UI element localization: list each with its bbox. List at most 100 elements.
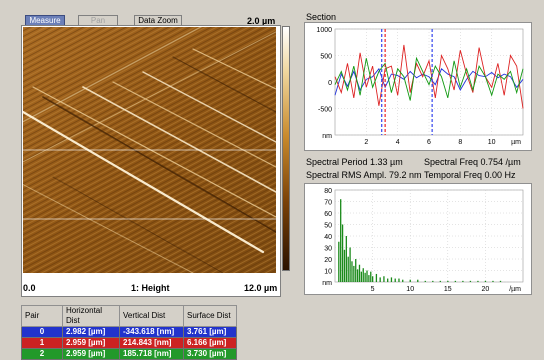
spectrum-bar (343, 249, 346, 282)
spectrum-bar (351, 261, 353, 282)
temporal-freq-text: Temporal Freq 0.00 Hz (424, 170, 516, 180)
x-tick-label: 20 (482, 286, 490, 293)
spectrum-bar (345, 236, 347, 282)
spectrum-bar (368, 275, 370, 282)
y-tick-label: 20 (324, 257, 332, 264)
cell-horizontal: 2.959 [µm] (62, 337, 120, 349)
spectrum-bar (417, 279, 419, 282)
y-tick-label: 40 (324, 234, 332, 241)
profile-series-2 (334, 56, 524, 101)
col-header-pair[interactable]: Pair (21, 305, 63, 327)
spectral-period-text: Spectral Period 1.33 µm (306, 157, 403, 167)
height-color-scale (282, 26, 290, 271)
x-tick-label: 10 (406, 286, 414, 293)
table-row[interactable]: 1 2.959 [µm] 214.843 [nm] 6.166 [µm] (21, 337, 237, 349)
spectrum-bar (398, 278, 400, 282)
spectrum-bar (372, 276, 374, 282)
cell-pair: 0 (21, 326, 63, 338)
spectrum-bar (469, 280, 472, 282)
spectrum-bar (387, 278, 389, 282)
spectrum-chart[interactable]: 80 70 60 50 40 30 20 10 nm 5 10 15 20/µm (305, 184, 531, 294)
x-tick-label: 4 (396, 139, 400, 146)
cell-horizontal: 2.982 [µm] (62, 326, 120, 338)
spectrum-chart-panel: 80 70 60 50 40 30 20 10 nm 5 10 15 20/µm (304, 183, 532, 295)
spectrum-bar (447, 280, 449, 282)
y-tick-label: nm (322, 133, 332, 140)
section-chart-panel: 1000 500 0 -500 nm 2 4 6 8 10 µm (304, 22, 532, 151)
y-tick-label: 80 (324, 188, 332, 195)
y-tick-label: 50 (324, 223, 332, 230)
table-row[interactable]: 2 2.959 [µm] 185.718 [nm] 3.730 [µm] (21, 348, 237, 360)
profile-series-0 (334, 67, 524, 96)
terrace-steps (23, 27, 276, 273)
spectral-rms-text: Spectral RMS Ampl. 79.2 nm (306, 170, 422, 180)
x-tick-label: 15 (444, 286, 452, 293)
y-tick-label: 60 (324, 211, 332, 218)
spectrum-bar (366, 270, 368, 282)
spectrum-bar (355, 259, 357, 282)
spectrum-bar (409, 279, 411, 282)
spectrum-bar (432, 280, 434, 282)
spectrum-bar (347, 256, 349, 282)
cell-vertical: 214.843 [nm] (119, 337, 184, 349)
spectrum-bar (338, 241, 340, 282)
spectrum-bar (349, 247, 351, 282)
x-start-label: 0.0 (23, 283, 36, 293)
spectrum-bar (375, 273, 378, 282)
x-tick-label: 10 (488, 139, 496, 146)
spectrum-bar (462, 280, 464, 282)
col-header-vertical-dist[interactable]: Vertical Dist (119, 305, 184, 327)
profile-series-1 (334, 44, 524, 109)
y-tick-label: 0 (328, 80, 332, 87)
spectrum-bar (379, 277, 381, 282)
x-axis-unit: /µm (509, 286, 521, 293)
spectrum-bar (341, 224, 344, 282)
x-tick-label: 6 (427, 139, 431, 146)
measurement-table-area: Pair Horizontal Dist Vertical Dist Surfa… (21, 305, 521, 360)
spectrum-bar (358, 264, 361, 282)
x-tick-label: 2 (364, 139, 368, 146)
spectrum-bar (484, 280, 487, 282)
spectrum-bar (364, 272, 366, 282)
section-profile-chart[interactable]: 1000 500 0 -500 nm 2 4 6 8 10 µm (305, 23, 531, 150)
spectrum-bar (353, 265, 355, 282)
x-tick-label: 8 (458, 139, 462, 146)
col-header-horizontal-dist[interactable]: Horizontal Dist (62, 305, 120, 327)
spectrum-bar (492, 280, 494, 282)
cell-surface: 6.166 [µm] (183, 337, 237, 349)
cell-pair: 1 (21, 337, 63, 349)
scale-max-label: 2.0 µm (247, 16, 276, 26)
y-tick-label: 30 (324, 246, 332, 253)
section-title: Section (306, 12, 337, 22)
col-header-surface-dist[interactable]: Surface Dist (183, 305, 237, 327)
spectrum-bar (477, 280, 479, 282)
y-tick-label: 70 (324, 200, 332, 207)
y-tick-label: nm (322, 280, 332, 287)
x-tick-label: 5 (371, 286, 375, 293)
spectrum-bar (454, 280, 457, 282)
cell-surface: 3.761 [µm] (183, 326, 237, 338)
spectrum-bar (370, 271, 372, 282)
spectrum-bar (439, 280, 441, 282)
spectrum-bar (383, 276, 385, 282)
y-tick-label: 10 (324, 269, 332, 276)
y-tick-label: 1000 (316, 27, 332, 34)
spectrum-bar (356, 269, 359, 282)
spectrum-bar (394, 278, 396, 282)
table-row[interactable]: 0 2.982 [µm] -343.618 [nm] 3.761 [µm] (21, 326, 237, 338)
measurement-table: Pair Horizontal Dist Vertical Dist Surfa… (21, 305, 237, 360)
spectrum-bar (360, 271, 363, 282)
y-tick-label: -500 (318, 107, 332, 114)
spectrum-bar (402, 279, 404, 282)
spectrum-bar (390, 277, 393, 282)
spectrum-bar (340, 199, 342, 282)
cell-vertical: -343.618 [nm] (119, 326, 184, 338)
spectrum-bar (499, 280, 502, 282)
spectrum-bar (424, 280, 426, 282)
y-tick-label: 500 (320, 54, 332, 61)
afm-height-image[interactable] (23, 27, 276, 273)
x-axis-unit: µm (511, 139, 521, 146)
spectral-freq-text: Spectral Freq 0.754 /µm (424, 157, 521, 167)
x-end-label: 12.0 µm (244, 283, 278, 293)
spectrum-bar (362, 268, 364, 282)
